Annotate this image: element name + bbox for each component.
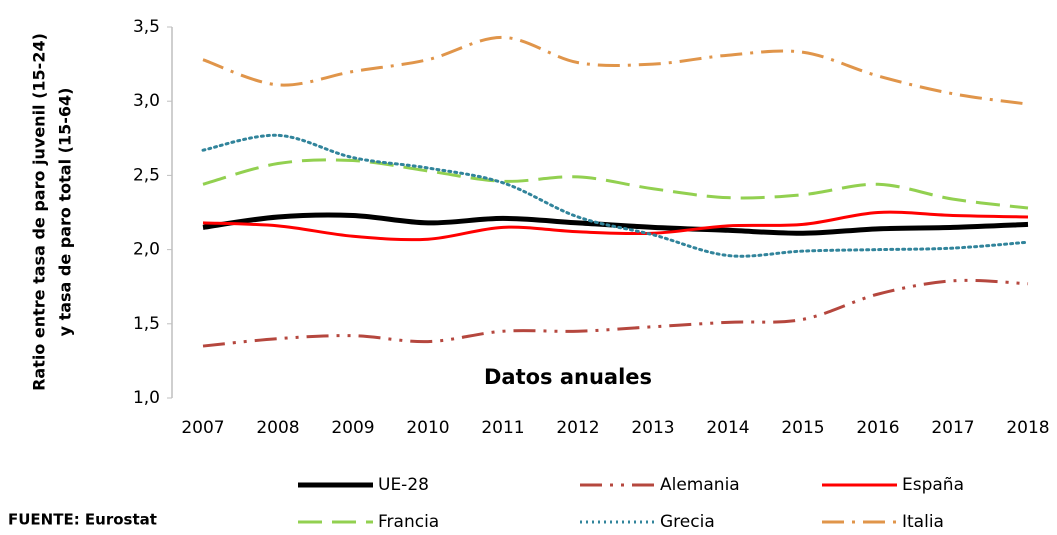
x-tick-label: 2016 (856, 418, 899, 438)
x-tick-label: 2014 (706, 418, 749, 438)
series-line (202, 278, 1029, 348)
x-axis-title: Datos anuales (484, 365, 652, 389)
legend-label: Grecia (660, 512, 715, 532)
y-tick-label: 1,0 (133, 388, 160, 408)
y-tick-label: 3,5 (133, 17, 160, 37)
legend-label: España (902, 475, 964, 495)
series-line (202, 158, 1029, 210)
x-tick-label: 2009 (331, 418, 374, 438)
x-tick-label: 2012 (556, 418, 599, 438)
y-axis-title: y tasa de paro total (15-64) (56, 88, 75, 337)
x-tick-label: 2018 (1006, 418, 1049, 438)
y-tick-label: 2,5 (133, 165, 160, 185)
y-tick-label: 1,5 (133, 314, 160, 334)
series-line (201, 133, 1030, 258)
series-line (202, 35, 1029, 106)
legend-label: Francia (378, 512, 439, 532)
x-tick-label: 2008 (256, 418, 299, 438)
x-tick-label: 2017 (931, 418, 974, 438)
series-line (202, 210, 1029, 242)
series-line (202, 212, 1029, 236)
y-tick-label: 3,0 (133, 91, 160, 111)
x-tick-label: 2013 (631, 418, 674, 438)
x-tick-label: 2015 (781, 418, 824, 438)
x-tick-label: 2007 (181, 418, 224, 438)
legend-label: Italia (902, 512, 944, 532)
legend-label: Alemania (660, 475, 740, 495)
y-axis-title: Ratio entre tasa de paro juvenil (15-24) (30, 33, 49, 391)
x-tick-label: 2011 (481, 418, 524, 438)
y-tick-label: 2,0 (133, 240, 160, 260)
legend-label: UE-28 (378, 475, 429, 495)
source-note: FUENTE: Eurostat (8, 511, 157, 529)
x-tick-label: 2010 (406, 418, 449, 438)
